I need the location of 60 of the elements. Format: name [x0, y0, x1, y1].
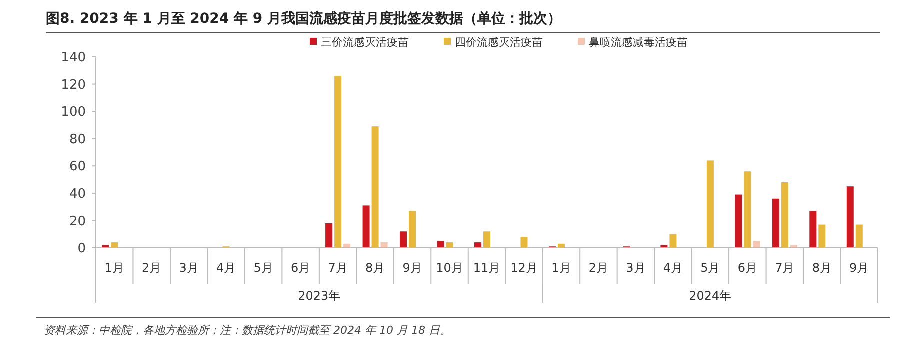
bar	[446, 242, 454, 248]
bar	[334, 76, 342, 248]
text: 资料来源：中检院，各地方检验所；注：数据统计时间截至 2024 年 10 月 18 日。	[44, 324, 451, 337]
bar	[326, 223, 333, 248]
bar	[372, 126, 379, 248]
x-tick-label: 9月	[402, 261, 422, 276]
x-tick-label: 8月	[365, 261, 386, 276]
bar	[735, 194, 742, 248]
x-tick-label: 11月	[473, 261, 501, 276]
bar	[111, 242, 118, 248]
x-tick-label: 3月	[179, 261, 199, 276]
x-tick-label: 5月	[254, 261, 274, 276]
bar	[670, 234, 677, 248]
x-tick-label: 7月	[328, 261, 348, 276]
legend-label: 鼻喷流感减毒活疫苗	[589, 36, 688, 49]
bar	[781, 182, 788, 248]
x-tick-label: 6月	[738, 261, 758, 276]
y-tick-label: 40	[69, 186, 86, 202]
bar	[362, 206, 370, 248]
y-tick-label: 0	[78, 242, 86, 257]
bar	[818, 224, 826, 248]
bar	[520, 237, 528, 248]
y-tick-label: 80	[69, 132, 86, 148]
x-tick-label: 1月	[552, 261, 572, 276]
y-tick-label: 60	[69, 160, 86, 175]
x-tick-label: 6月	[290, 261, 311, 276]
bar	[753, 241, 760, 248]
text: 2024年	[689, 289, 732, 304]
bar	[474, 242, 482, 248]
y-tick-label: 20	[69, 214, 86, 230]
bar	[744, 172, 752, 248]
bar	[706, 160, 714, 248]
x-tick-label: 12月	[510, 261, 538, 276]
text: 2023年	[298, 289, 341, 304]
bar	[400, 232, 408, 248]
x-tick-label: 7月	[775, 261, 795, 276]
x-tick-label: 2月	[142, 261, 162, 276]
y-tick-label: 140	[61, 50, 86, 66]
bar	[772, 198, 780, 248]
bar	[846, 186, 854, 248]
bar	[437, 241, 444, 248]
bar	[810, 211, 817, 248]
bar	[380, 242, 388, 248]
bar	[484, 232, 490, 248]
bar	[856, 224, 863, 248]
x-tick-label: 1月	[104, 261, 124, 276]
x-tick-label: 4月	[663, 261, 684, 276]
x-tick-label: 5月	[700, 261, 720, 276]
x-tick-label: 10月	[436, 261, 464, 276]
x-tick-label: 9月	[850, 261, 870, 276]
legend-label: 四价流感灭活疫苗	[455, 36, 543, 49]
chart-title: 图8. 2023 年 1 月至 2024 年 9 月我国流感疫苗月度批签发数据（单位：批次）	[46, 10, 562, 27]
legend-label: 三价流感灭活疫苗	[321, 36, 409, 49]
y-tick-label: 100	[61, 105, 86, 120]
x-tick-label: 3月	[626, 261, 646, 276]
x-tick-label: 8月	[812, 261, 832, 276]
x-tick-label: 4月	[216, 261, 236, 276]
bar	[409, 211, 416, 248]
x-tick-label: 2月	[588, 261, 609, 276]
y-tick-label: 120	[61, 78, 86, 93]
